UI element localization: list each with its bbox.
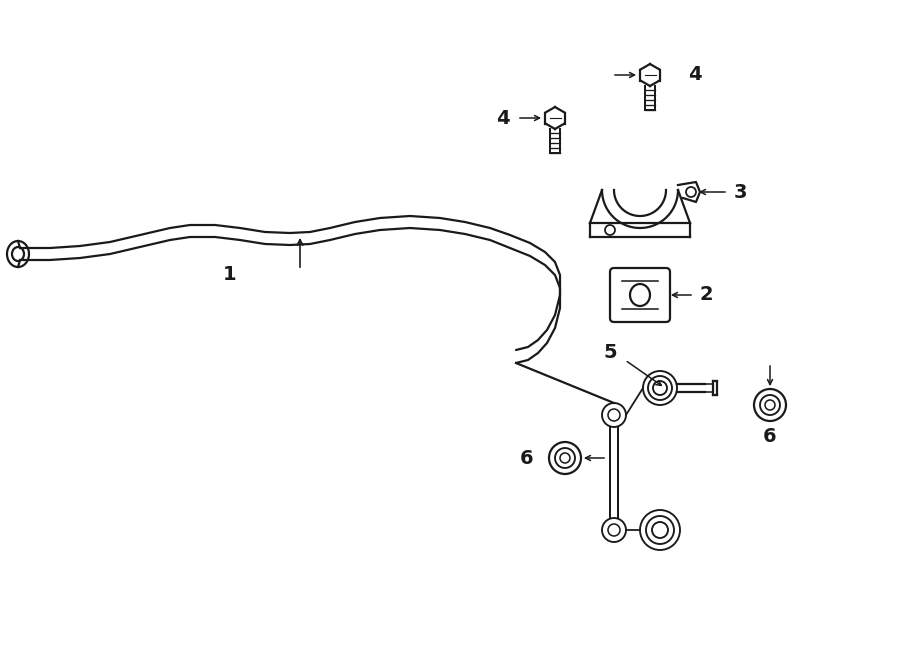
Text: 2: 2 [699, 286, 713, 305]
Text: 1: 1 [223, 266, 237, 284]
Text: 6: 6 [763, 428, 777, 446]
Text: 4: 4 [496, 108, 509, 128]
Text: 5: 5 [603, 342, 616, 362]
Text: 4: 4 [688, 65, 702, 85]
Text: 6: 6 [520, 449, 534, 467]
Text: 3: 3 [734, 182, 747, 202]
